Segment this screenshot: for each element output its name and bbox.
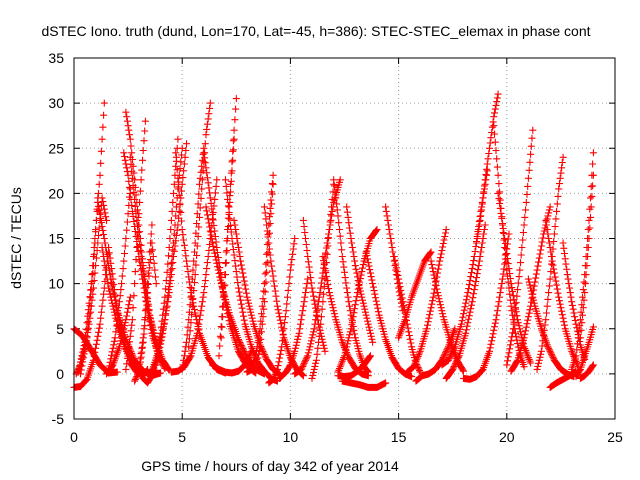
data-series-points	[276, 275, 312, 382]
data-series-points	[362, 248, 416, 381]
data-series-points	[334, 226, 381, 376]
data-series-points	[576, 171, 597, 342]
y-tick-label: 10	[48, 276, 64, 292]
y-tick-label: 15	[48, 231, 64, 247]
data-series-points	[460, 230, 513, 383]
x-tick-label: 10	[283, 429, 299, 445]
data-series-points	[122, 108, 160, 351]
data-series-points	[330, 176, 372, 376]
y-tick-label: 30	[48, 95, 64, 111]
data-series-points	[167, 176, 221, 376]
data-series-points	[122, 117, 149, 373]
x-tick-label: 0	[70, 429, 78, 445]
data-series-points	[572, 323, 597, 381]
data-series-points	[299, 216, 329, 355]
data-series-points	[308, 180, 338, 382]
data-series-points	[215, 95, 240, 360]
data-series-points	[395, 248, 435, 342]
data-series-points	[77, 194, 102, 378]
x-tick-label: 20	[499, 429, 515, 445]
y-tick-label: 20	[48, 185, 64, 201]
data-series-points	[265, 235, 299, 387]
data-series-points	[105, 185, 134, 373]
data-series-points	[252, 180, 277, 373]
data-series-points	[442, 221, 489, 382]
data-points	[70, 90, 597, 391]
plot-frame	[73, 57, 616, 420]
tick-labels: 0 5 10 15 20 25 -5 0 5 10 15 20 25 30 35	[48, 50, 623, 445]
data-series-points	[473, 90, 502, 247]
data-series-points	[343, 203, 377, 346]
data-series-points	[209, 347, 255, 377]
data-series-points	[546, 367, 580, 391]
y-tick-label: 5	[56, 321, 64, 337]
y-tick-label: -5	[52, 411, 65, 427]
data-series-points	[319, 253, 372, 380]
y-tick-label: 35	[48, 50, 64, 66]
x-tick-label: 25	[607, 429, 623, 445]
y-axis-label: dSTEC / TECUs	[8, 187, 24, 289]
y-tick-label: 0	[56, 366, 64, 382]
x-tick-label: 15	[391, 429, 407, 445]
x-tick-label: 5	[178, 429, 186, 445]
data-series-points	[202, 203, 268, 378]
data-series-points	[243, 171, 277, 376]
data-series-points	[152, 140, 190, 369]
data-series-points	[185, 99, 214, 351]
data-series-points	[135, 221, 156, 373]
data-series-points	[403, 226, 450, 376]
y-tick-label: 25	[48, 140, 64, 156]
data-series-points	[559, 239, 589, 363]
data-series-points	[217, 135, 238, 342]
data-series-points	[533, 153, 567, 373]
data-series-points	[576, 361, 597, 382]
x-axis-label: GPS time / hours of day 342 of year 2014	[141, 458, 399, 474]
data-series-points	[338, 377, 390, 391]
data-series-points	[503, 126, 537, 369]
data-series-points	[260, 203, 307, 380]
chart-title: dSTEC Iono. truth (dund, Lon=170, Lat=-4…	[41, 23, 590, 39]
